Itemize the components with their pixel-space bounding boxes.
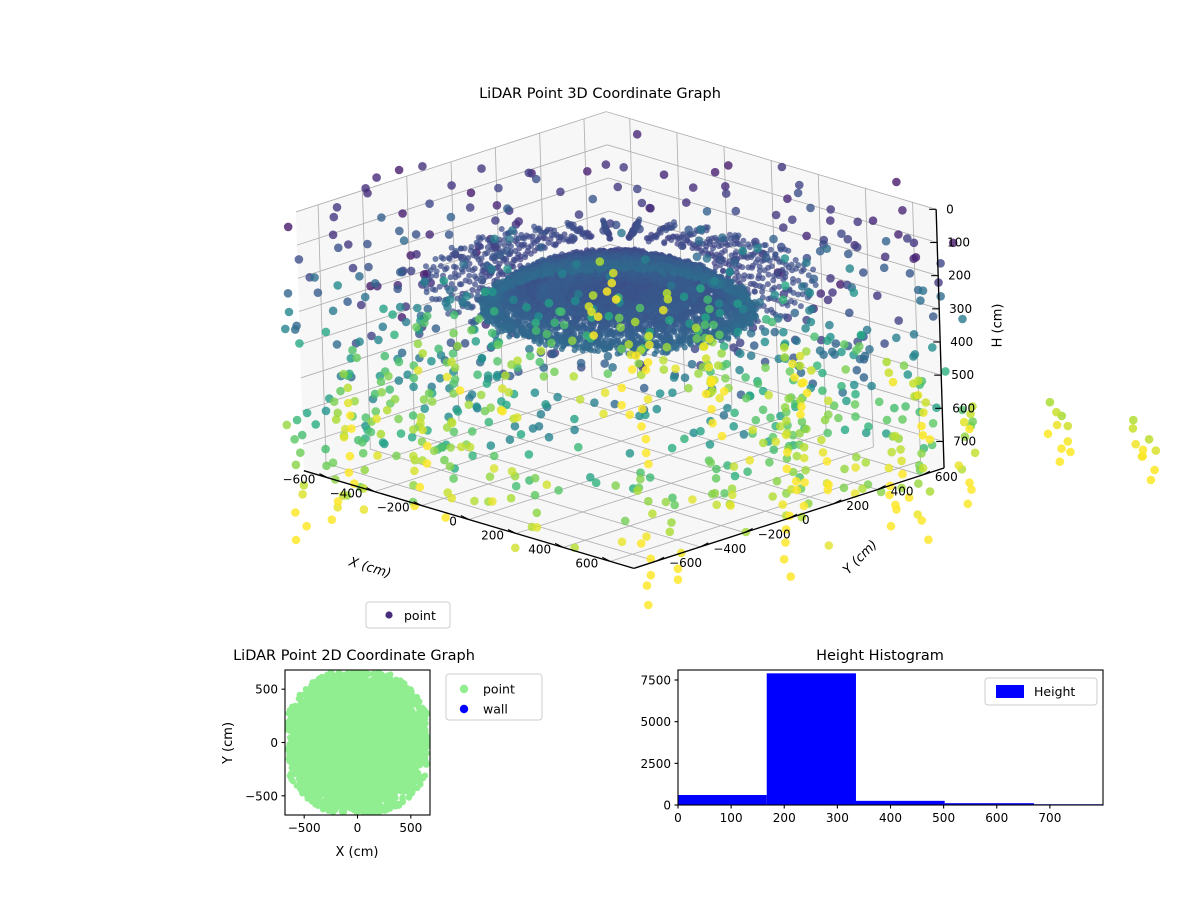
plot3d-ylabel: Y (cm): [840, 538, 880, 578]
plot3d-legend-label-point: point: [404, 608, 436, 623]
plot2d-legend[interactable]: point wall: [445, 673, 543, 721]
histogram-xtick: 0: [674, 811, 682, 825]
histogram-xtick: 200: [773, 811, 796, 825]
histogram-xtick: 300: [826, 811, 849, 825]
plot2d-legend-label-wall: wall: [483, 702, 508, 717]
plot2d-xtick: 500: [399, 821, 422, 835]
height-histogram-plot[interactable]: Height Histogram 0 100 200 300 400 500 600 7000…: [630, 640, 1150, 910]
histogram-legend-label: Height: [1034, 684, 1075, 699]
plot2d-legend-box: [445, 673, 543, 721]
histogram-bar: [855, 800, 945, 805]
histogram-xtick: 700: [1038, 811, 1061, 825]
plot2d-legend-marker-point: [459, 684, 469, 694]
histogram-legend[interactable]: Height: [984, 677, 1098, 706]
plot3d-legend-marker-point: [385, 611, 393, 619]
plot2d-ticks: −500 0 500 −500 0 500: [245, 683, 422, 835]
histogram-bar: [678, 795, 767, 805]
plot2d-legend-label-point: point: [483, 682, 515, 697]
plot2d-scatter-points: [285, 670, 430, 815]
histogram-bars: [678, 673, 1103, 805]
histogram-bar: [766, 673, 856, 805]
histogram-ytick: 0: [663, 799, 671, 813]
histogram-legend-patch: [996, 685, 1024, 698]
lidar-2d-plot[interactable]: LiDAR Point 2D Coordinate Graph −500 0 500…: [150, 640, 750, 910]
plot2d-xtick: −500: [288, 821, 321, 835]
plot2d-ylabel: Y (cm): [221, 722, 236, 765]
plot2d-ytick: 0: [270, 736, 278, 750]
plot2d-xtick: 0: [354, 821, 362, 835]
histogram-xtick: 500: [932, 811, 955, 825]
histogram-xtick: 400: [879, 811, 902, 825]
plot3d-legend-box: [365, 601, 451, 629]
plot3d-legend[interactable]: point: [365, 601, 451, 629]
plot3d-xlabel: X (cm): [346, 554, 392, 581]
histogram-ytick: 7500: [640, 674, 671, 688]
plot2d-xlabel: X (cm): [336, 845, 379, 860]
plot2d-ytick: 500: [255, 683, 278, 697]
histogram-legend-box: [984, 677, 1098, 706]
plot3d-scatter-points: [281, 130, 1161, 610]
histogram-ticks: 0 100 200 300 400 500 600 700 0 2500 5000 7500: [640, 674, 1061, 826]
histogram-bar: [944, 803, 1034, 805]
lidar-3d-plot[interactable]: LiDAR Point 3D Coordinate Graph −600−400…: [0, 0, 1200, 640]
plot3d-title: LiDAR Point 3D Coordinate Graph: [479, 86, 721, 102]
histogram-ytick: 5000: [640, 715, 671, 729]
histogram-xtick: 100: [720, 811, 743, 825]
plot2d-title: LiDAR Point 2D Coordinate Graph: [233, 648, 475, 664]
histogram-title: Height Histogram: [816, 648, 944, 664]
histogram-ytick: 2500: [640, 757, 671, 771]
plot2d-legend-marker-wall: [459, 704, 469, 714]
histogram-xtick: 600: [985, 811, 1008, 825]
plot2d-ytick: −500: [245, 789, 278, 803]
plot3d-zlabel: H (cm): [991, 303, 1006, 347]
